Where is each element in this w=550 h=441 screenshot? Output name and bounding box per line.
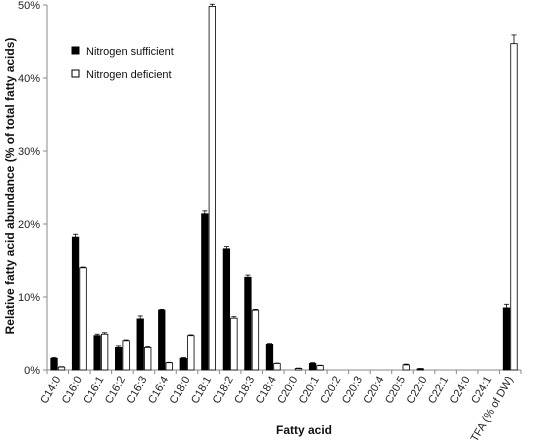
x-tick-label: C18:1 bbox=[189, 375, 214, 406]
x-tick-label: C20:2 bbox=[318, 375, 343, 406]
x-tick-label: C16:2 bbox=[103, 375, 128, 406]
bar-deficient bbox=[100, 333, 109, 371]
bar-deficient bbox=[208, 6, 216, 371]
bar-sufficient bbox=[179, 357, 187, 371]
x-tick-label: C20:0 bbox=[275, 375, 300, 406]
bar-deficient bbox=[165, 362, 173, 371]
x-axis-title: Fatty acid bbox=[276, 423, 332, 437]
y-tick-label: 30% bbox=[18, 146, 40, 158]
x-tick-label: C18:2 bbox=[211, 375, 236, 406]
bar-deficient bbox=[316, 365, 324, 371]
legend-swatch-deficient bbox=[71, 69, 80, 78]
bar-sufficient bbox=[71, 236, 80, 371]
bar-sufficient bbox=[115, 346, 123, 371]
bar-deficient bbox=[230, 317, 238, 371]
legend-label-deficient: Nitrogen deficient bbox=[86, 69, 172, 81]
x-tick-label: C16:4 bbox=[146, 375, 171, 406]
bar-deficient bbox=[79, 267, 87, 371]
x-tick-label: C18:3 bbox=[232, 375, 257, 406]
y-tick-label: 40% bbox=[18, 73, 40, 85]
y-tick-label: 20% bbox=[18, 219, 40, 231]
legend-swatch-sufficient bbox=[71, 46, 80, 55]
bar-sufficient bbox=[201, 213, 209, 371]
bar-sufficient bbox=[93, 335, 101, 371]
bar-deficient bbox=[402, 364, 410, 371]
axes bbox=[43, 4, 522, 374]
bar-sufficient bbox=[158, 309, 166, 371]
legend: Nitrogen sufficient Nitrogen deficient bbox=[71, 46, 174, 81]
bar-deficient bbox=[510, 43, 518, 371]
bar-deficient bbox=[273, 363, 281, 371]
y-tick-label: 0% bbox=[24, 365, 40, 377]
y-axis-title: Relative fatty acid abundance (% of tota… bbox=[3, 38, 17, 335]
bar-deficient bbox=[122, 340, 130, 371]
bar-sufficient bbox=[502, 307, 511, 371]
bar-sufficient bbox=[308, 363, 317, 371]
bar-deficient bbox=[251, 309, 260, 371]
x-tick-label: C18:4 bbox=[254, 375, 279, 406]
x-tick-label: C22:1 bbox=[426, 375, 451, 406]
x-tick-label: C20:1 bbox=[297, 375, 322, 406]
bars bbox=[50, 3, 518, 371]
x-tick-label: C16:3 bbox=[124, 375, 149, 406]
bar-sufficient bbox=[50, 357, 58, 371]
bar-sufficient bbox=[416, 368, 424, 371]
bar-deficient bbox=[144, 346, 152, 371]
x-tick-label: C14:0 bbox=[38, 375, 63, 406]
x-tick-label: TFA (% of DW) bbox=[469, 375, 516, 441]
x-tick-label: C18:0 bbox=[168, 375, 193, 406]
y-tick-label: 10% bbox=[18, 292, 40, 304]
bar-deficient bbox=[294, 368, 303, 371]
bar-sufficient bbox=[136, 318, 144, 371]
bar-sufficient bbox=[265, 344, 274, 371]
bar-deficient bbox=[187, 335, 195, 371]
x-tick-label: C20:4 bbox=[361, 375, 386, 406]
x-tick-label: C22:0 bbox=[405, 375, 430, 406]
legend-label-sufficient: Nitrogen sufficient bbox=[86, 46, 174, 58]
bar-deficient bbox=[57, 366, 66, 371]
x-tick-label: C20:5 bbox=[383, 375, 408, 406]
y-tick-label: 50% bbox=[18, 0, 40, 12]
x-tick-label: C16:1 bbox=[81, 375, 106, 406]
bar-sufficient bbox=[222, 248, 231, 371]
bar-sufficient bbox=[244, 276, 252, 371]
x-tick-label: C16:0 bbox=[60, 375, 85, 406]
x-tick-label: C24:0 bbox=[448, 375, 473, 406]
x-tick-label: C20:3 bbox=[340, 375, 365, 406]
y-tick-labels: 0% 10% 20% 30% 40% 50% bbox=[18, 0, 40, 377]
